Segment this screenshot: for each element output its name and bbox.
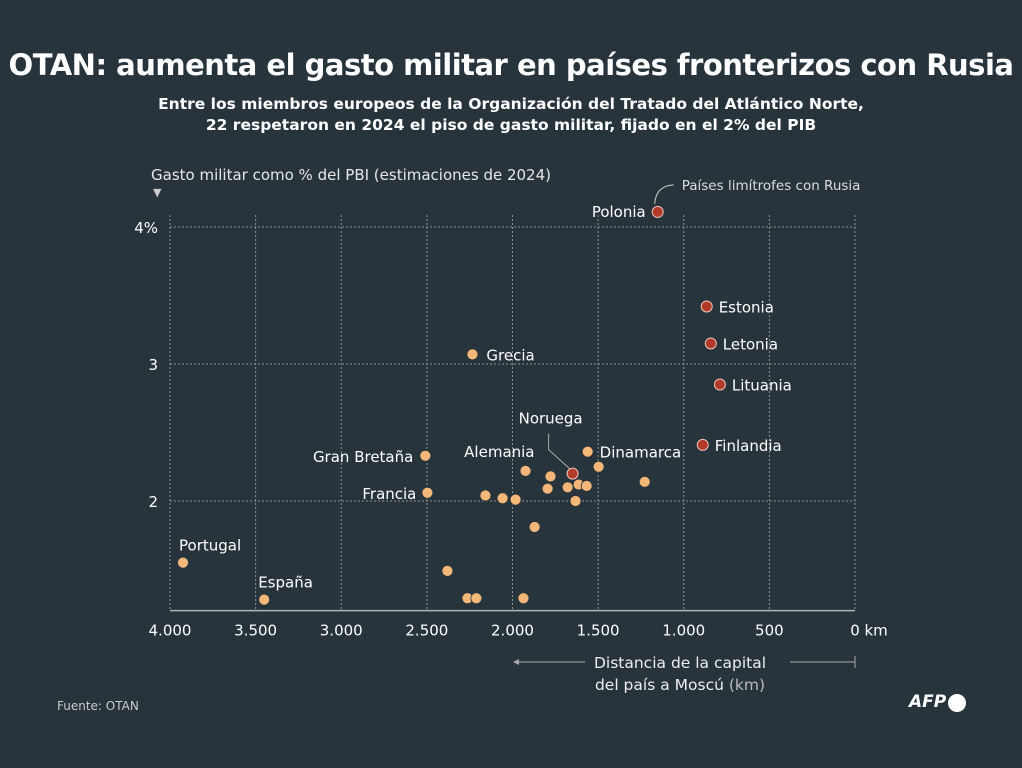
member-point [496, 492, 509, 505]
point-label: Lituania [732, 377, 792, 395]
member-point [592, 460, 605, 473]
chart-title: OTAN: aumenta el gasto militar en países… [8, 48, 1014, 82]
afp-logo-dot [948, 694, 966, 712]
x-tick-label: 4.000 [149, 622, 192, 640]
source-note: Fuente: OTAN [57, 699, 139, 713]
y-tick-label: 2 [148, 493, 158, 511]
member-point [419, 449, 432, 462]
member-point [528, 521, 541, 533]
border-country-point [651, 205, 664, 218]
x-tick-label: 500 [755, 622, 784, 640]
point-label: Francia [362, 485, 416, 503]
member-point [544, 470, 557, 483]
member-point [581, 445, 594, 458]
point-label: Gran Bretaña [313, 448, 413, 466]
border-country-point [696, 438, 709, 451]
member-point [258, 593, 271, 606]
x-axis-label-line-1: Distancia de la capital [593, 654, 767, 672]
x-axis-label-text: del país a Moscú [594, 676, 724, 694]
point-label: Alemania [464, 443, 534, 461]
y-tick-label: 3 [148, 356, 158, 374]
point-label: Estonia [719, 298, 774, 316]
border-country-point [713, 378, 726, 391]
point-label: Grecia [486, 346, 534, 364]
noruega-leader-line [548, 433, 570, 469]
x-tick-label: 3.500 [234, 622, 277, 640]
x-tick-label: 3.000 [320, 622, 363, 640]
legend-leader-line [654, 184, 674, 204]
afp-logo: AFP [909, 692, 947, 712]
x-tick-label: 0 km [850, 622, 888, 640]
x-tick-label: 1.000 [662, 622, 705, 640]
subtitle-line-1: Entre los miembros europeos de la Organi… [158, 95, 864, 113]
point-label: Noruega [519, 410, 583, 428]
x-axis-label-line-2: del país a Moscú (km) [560, 676, 800, 694]
point-label: Portugal [179, 537, 241, 555]
y-axis-label: Gasto militar como % del PBI (estimacion… [151, 166, 551, 184]
x-tick-label: 1.500 [577, 622, 620, 640]
point-label: España [258, 574, 313, 592]
member-point [519, 464, 532, 477]
member-point [517, 592, 530, 605]
point-label: Dinamarca [600, 444, 682, 462]
member-point [580, 480, 593, 492]
member-point [441, 564, 454, 577]
legend-annotation: Países limítrofes con Rusia [682, 178, 861, 194]
x-tick-label: 2.500 [405, 622, 448, 640]
point-label: Finlandia [715, 437, 782, 455]
member-point [466, 348, 479, 361]
arrow-head-icon [513, 659, 519, 665]
x-tick-label: 2.000 [491, 622, 534, 640]
border-country-point [700, 300, 713, 313]
border-country-point [704, 337, 717, 350]
member-point [569, 495, 582, 507]
y-tick-label: 4% [134, 219, 158, 237]
member-point [561, 481, 574, 494]
member-point [479, 489, 492, 502]
point-label: Polonia [592, 203, 646, 221]
x-axis-unit: (km) [728, 676, 766, 694]
member-point [541, 482, 554, 495]
subtitle-line-2: 22 respetaron en 2024 el piso de gasto m… [205, 116, 817, 134]
border-country-point [566, 467, 579, 480]
member-point [470, 592, 483, 605]
member-point [177, 556, 189, 569]
member-point [638, 475, 651, 488]
member-point [421, 486, 434, 499]
member-point [509, 493, 522, 506]
down-arrow-icon: ▼ [153, 186, 162, 199]
point-label: Letonia [723, 335, 778, 353]
